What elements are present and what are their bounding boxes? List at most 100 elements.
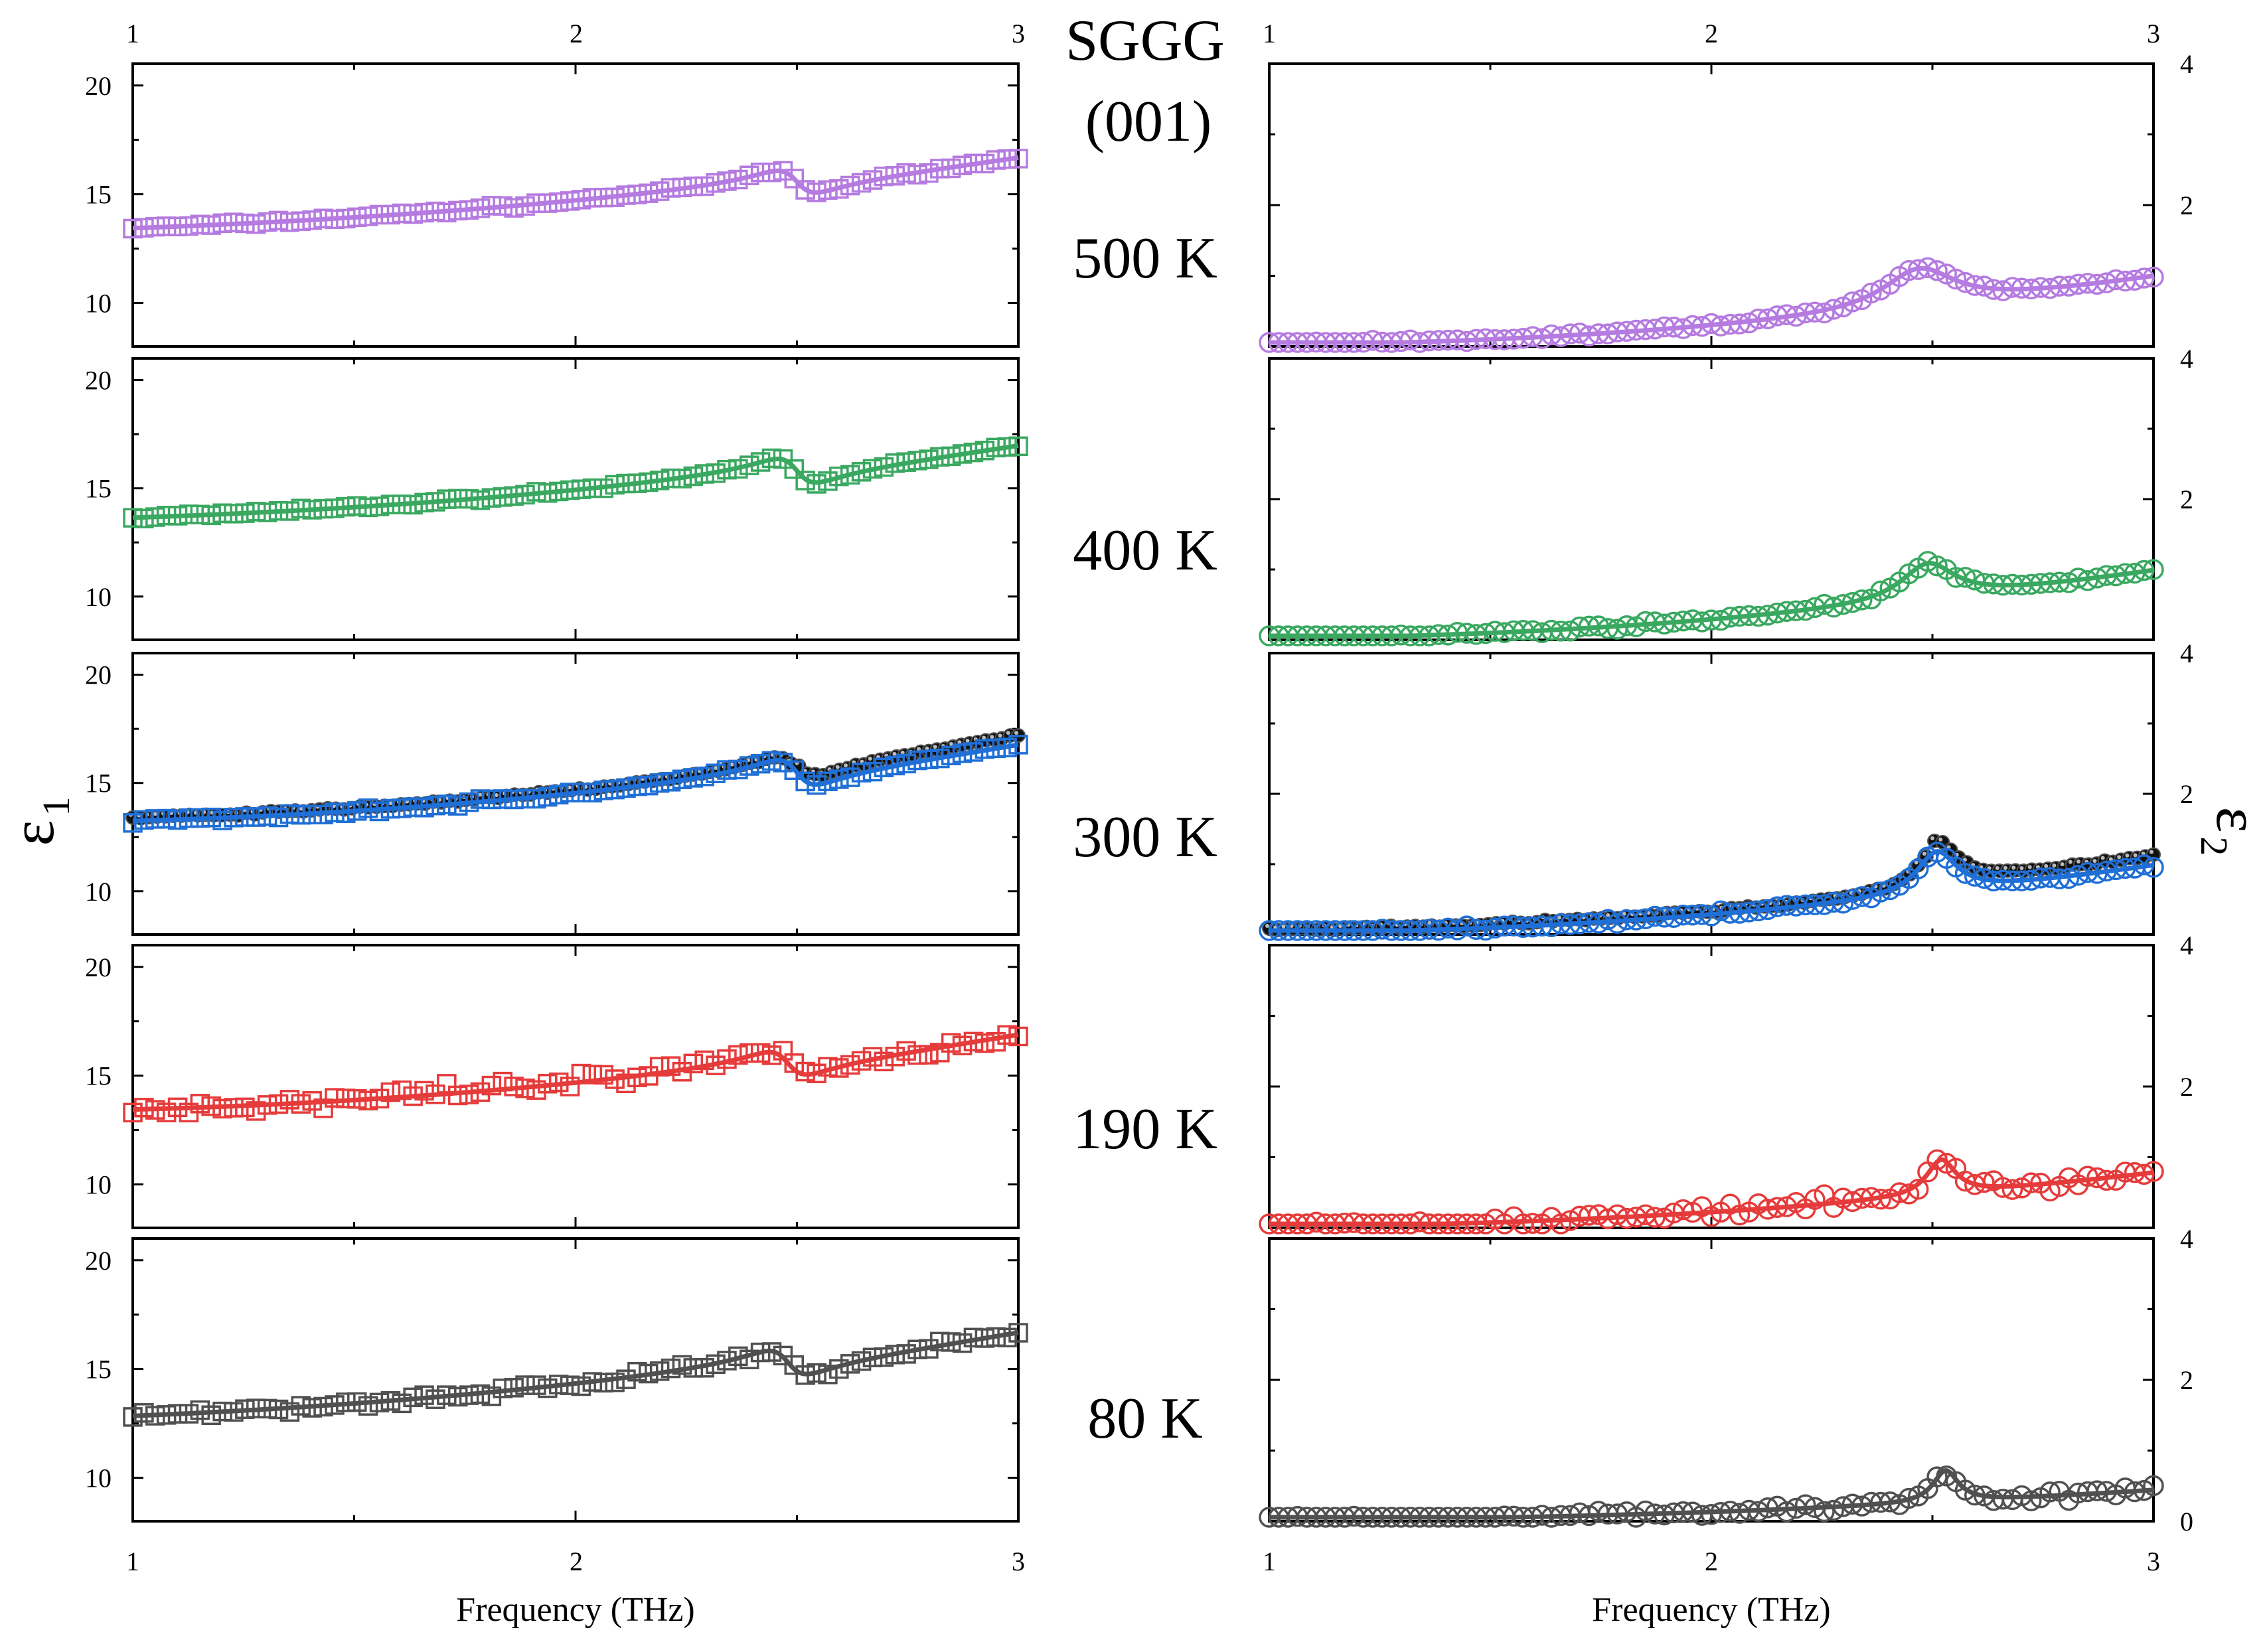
reference-data-point-highlight	[494, 793, 499, 798]
reference-data-point-highlight	[2027, 865, 2032, 869]
reference-data-point-highlight	[900, 750, 905, 755]
top-x-tick-left-2: 2	[570, 19, 583, 48]
eps1-data-point	[358, 1396, 378, 1416]
reference-data-point-highlight	[478, 792, 483, 797]
temperature-label-190k: 190 K	[1073, 1097, 1217, 1162]
eps2-fit-line-80k	[1269, 1467, 2154, 1520]
y-tick-label-right: 0	[2180, 1507, 2193, 1537]
eps1-data-point	[156, 1102, 177, 1122]
y-axis-title-right: ε 2	[2193, 807, 2267, 856]
eps1-data-point	[919, 1045, 939, 1065]
reference-data-point-highlight	[1281, 924, 1286, 929]
eps1-fit-line-190k	[132, 1032, 1019, 1112]
bottom-x-tick-right-3: 3	[2147, 1546, 2160, 1576]
eps1-data-point	[661, 1056, 681, 1076]
reference-data-point-highlight	[1995, 865, 1999, 870]
reference-data-point-highlight	[1265, 923, 1269, 928]
reference-data-point-highlight	[835, 765, 840, 769]
reference-data-point-highlight	[2060, 862, 2065, 867]
reference-data-point-highlight	[933, 745, 937, 749]
panel-300k-right: 24	[1259, 638, 2193, 941]
eps2-fit-line-500k	[1269, 265, 2154, 345]
eps1-data-point	[279, 1402, 300, 1422]
reference-data-point-highlight	[1930, 836, 1935, 840]
reference-data-point-highlight	[982, 735, 986, 740]
eps2-data-point	[1729, 1204, 1751, 1226]
reference-data-point-highlight	[730, 762, 734, 767]
eps2-data-point	[1954, 863, 1976, 884]
eps1-data-point	[694, 1050, 714, 1071]
y-tick-label-right: 4	[2180, 49, 2193, 79]
eps1-data-point	[807, 474, 826, 494]
eps1-data-point	[190, 1094, 210, 1114]
y-tick-label-left: 20	[85, 366, 112, 396]
eps1-data-point	[818, 1365, 838, 1385]
y-tick-label-left: 10	[85, 582, 112, 612]
reference-data-point-highlight	[1914, 860, 1918, 865]
eps2-fit-line-190k	[1269, 1157, 2154, 1227]
eps1-data-point	[560, 1077, 580, 1096]
eps2-data-point	[1945, 268, 1967, 290]
y-tick-label-left: 20	[85, 71, 112, 101]
eps2-data-point	[2143, 1475, 2164, 1497]
y-tick-label-left: 15	[85, 769, 112, 798]
eps2-data-point	[2021, 1490, 2042, 1511]
eps1-data-point	[246, 1101, 266, 1121]
reference-data-point-highlight	[990, 735, 994, 739]
eps1-data-point	[930, 1331, 950, 1352]
reference-data-point-highlight	[2003, 865, 2008, 870]
temperature-label-400k: 400 K	[1073, 518, 1217, 583]
eps2-data-point	[1701, 1206, 1722, 1227]
reference-data-point-highlight	[1606, 913, 1610, 917]
bottom-x-tick-right-1: 1	[1263, 1546, 1276, 1576]
eps2-data-point	[2001, 1179, 2023, 1200]
eps2-data-point	[1861, 282, 1882, 304]
eps1-data-point	[616, 1073, 636, 1093]
bottom-x-tick-left-2: 2	[570, 1546, 583, 1576]
reference-data-point-highlight	[153, 812, 157, 816]
eps1-fit-line-300k	[132, 742, 1019, 824]
reference-data-point-highlight	[2117, 855, 2122, 860]
reference-data-point-highlight	[388, 801, 393, 806]
eps1-data-point	[414, 1081, 434, 1101]
y-tick-label-left: 10	[85, 1463, 112, 1493]
reference-data-point-highlight	[2100, 856, 2105, 860]
top-x-tick-right-1: 1	[1263, 19, 1276, 48]
panel-400k-left: 10 15 20	[85, 357, 1028, 641]
y-tick-label-left: 20	[85, 952, 112, 982]
eps1-data-point	[683, 1053, 704, 1074]
eps1-data-point	[380, 1082, 401, 1102]
reference-data-point-highlight	[2150, 850, 2153, 854]
reference-data-point-highlight	[843, 763, 848, 768]
eps2-data-point	[1841, 291, 1863, 313]
panel-190k-right: 24	[1259, 931, 2193, 1235]
eps1-data-point	[829, 769, 849, 789]
sample-name: SGGG	[1065, 9, 1225, 73]
y-tick-label-right: 4	[2180, 344, 2193, 374]
reference-data-point-highlight	[998, 733, 1002, 738]
eps1-data-point	[392, 1393, 412, 1414]
bottom-x-tick-left-1: 1	[126, 1546, 139, 1576]
y-tick-label-right: 4	[2180, 931, 2193, 960]
y-tick-label-left: 20	[85, 660, 112, 690]
reference-data-point-highlight	[1922, 852, 1926, 856]
y-axis-title-right-subscript: 2	[2193, 837, 2236, 856]
eps1-data-point	[784, 169, 805, 188]
y-tick-label-right: 2	[2180, 1365, 2193, 1395]
reference-data-point-highlight	[1557, 915, 1561, 920]
eps1-data-point	[526, 1080, 546, 1100]
top-x-tick-right-3: 3	[2147, 19, 2160, 48]
panel-400k-right: 24	[1259, 344, 2193, 646]
eps1-fit-line-400k	[132, 443, 1019, 520]
eps2-data-point	[1964, 865, 1986, 887]
panel-300k-left: 10 15 20	[85, 652, 1028, 936]
eps1-data-point	[279, 1090, 300, 1110]
temperature-label-80k: 80 K	[1087, 1387, 1203, 1451]
reference-data-point-highlight	[965, 739, 970, 743]
temperature-label-500k: 500 K	[1073, 226, 1217, 291]
bottom-x-tick-left-3: 3	[1012, 1546, 1025, 1576]
eps1-data-point	[649, 1057, 670, 1077]
eps1-data-point	[123, 1102, 143, 1123]
eps2-data-point	[1804, 1189, 1826, 1210]
